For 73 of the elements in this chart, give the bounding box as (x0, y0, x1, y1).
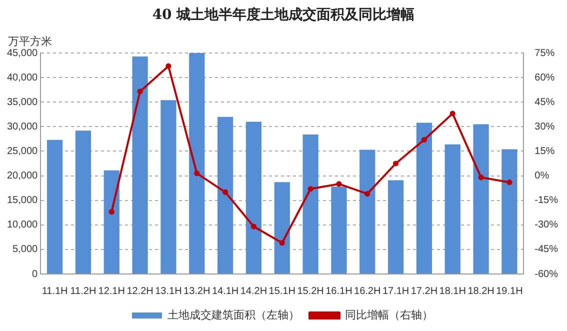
bar (104, 170, 120, 274)
y2-tick-label: 30% (534, 121, 555, 132)
y2-tick-label: -15% (534, 195, 558, 206)
bar (473, 124, 489, 274)
y-tick-label: 20,000 (6, 170, 38, 182)
bar (274, 182, 290, 274)
x-tick-label: 14.2H (240, 286, 268, 297)
y-tick-label: 30,000 (6, 121, 38, 132)
x-tick-label: 15.1H (268, 286, 296, 297)
y2-tick-label: 75% (534, 48, 555, 59)
y2-tick-label: 15% (534, 146, 555, 157)
bar (416, 122, 432, 274)
x-tick-label: 16.1H (326, 286, 352, 297)
x-tick-label: 18.2H (468, 286, 494, 297)
bar (444, 144, 460, 274)
x-tick-label: 13.1H (155, 286, 182, 297)
bar (132, 56, 148, 274)
bar (75, 130, 92, 274)
y-tick-label: 40,000 (6, 72, 38, 84)
bar (46, 140, 63, 274)
bar (502, 149, 518, 274)
point (194, 170, 200, 176)
point (137, 88, 143, 94)
point (478, 174, 484, 180)
point (336, 181, 342, 187)
x-tick-label: 11.1H (42, 286, 68, 297)
point (279, 240, 285, 246)
point (250, 224, 257, 230)
x-tick-label: 14.1H (212, 286, 239, 297)
point (364, 190, 370, 197)
bar (189, 53, 205, 274)
x-tick-label: 11.2H (70, 286, 96, 297)
y2-tick-label: 0% (534, 170, 550, 182)
y2-tick-label: -45% (534, 244, 558, 256)
y-axis-title: 万平方米 (8, 34, 52, 49)
point (450, 110, 456, 116)
point (222, 189, 228, 195)
y-tick-label: 25,000 (6, 146, 38, 157)
y-tick-label: 35,000 (6, 96, 38, 108)
x-tick-label: 12.2H (126, 286, 154, 297)
legend-label: 同比增幅（右轴） (345, 308, 433, 322)
bar (217, 116, 234, 274)
x-tick-label: 13.2H (184, 286, 210, 297)
x-tick-label: 12.1H (98, 286, 125, 297)
x-tick-label: 15.2H (297, 286, 324, 297)
point (166, 63, 172, 69)
x-tick-label: 17.2H (410, 286, 438, 297)
bar (302, 134, 318, 274)
y-tick-label: 45,000 (6, 48, 38, 59)
y2-tick-label: 45% (534, 96, 555, 108)
point (506, 180, 512, 186)
bar (360, 150, 376, 274)
point (308, 186, 314, 192)
x-tick-label: 17.1H (382, 286, 410, 297)
x-tick-label: 19.1H (496, 286, 523, 297)
bar (331, 186, 347, 274)
chart-title: 40 城土地半年度土地成交面积及同比增幅 (151, 6, 416, 24)
x-tick-label: 16.2H (354, 286, 381, 297)
y2-tick-label: -60% (534, 268, 558, 280)
bar (160, 100, 176, 274)
y-tick-label: 5,000 (12, 244, 38, 256)
y-tick-label: 0 (32, 268, 38, 280)
x-tick-label: 18.1H (439, 286, 466, 297)
y-tick-label: 15,000 (6, 195, 38, 206)
bar (246, 122, 262, 274)
point (392, 160, 399, 166)
point (421, 136, 427, 143)
y2-tick-label: 60% (534, 72, 555, 84)
legend-label: 土地成交建筑面积（左轴） (168, 308, 300, 322)
y2-tick-label: -30% (534, 220, 558, 231)
y-tick-label: 10,000 (6, 220, 38, 231)
bar (388, 180, 404, 274)
point (108, 208, 114, 215)
